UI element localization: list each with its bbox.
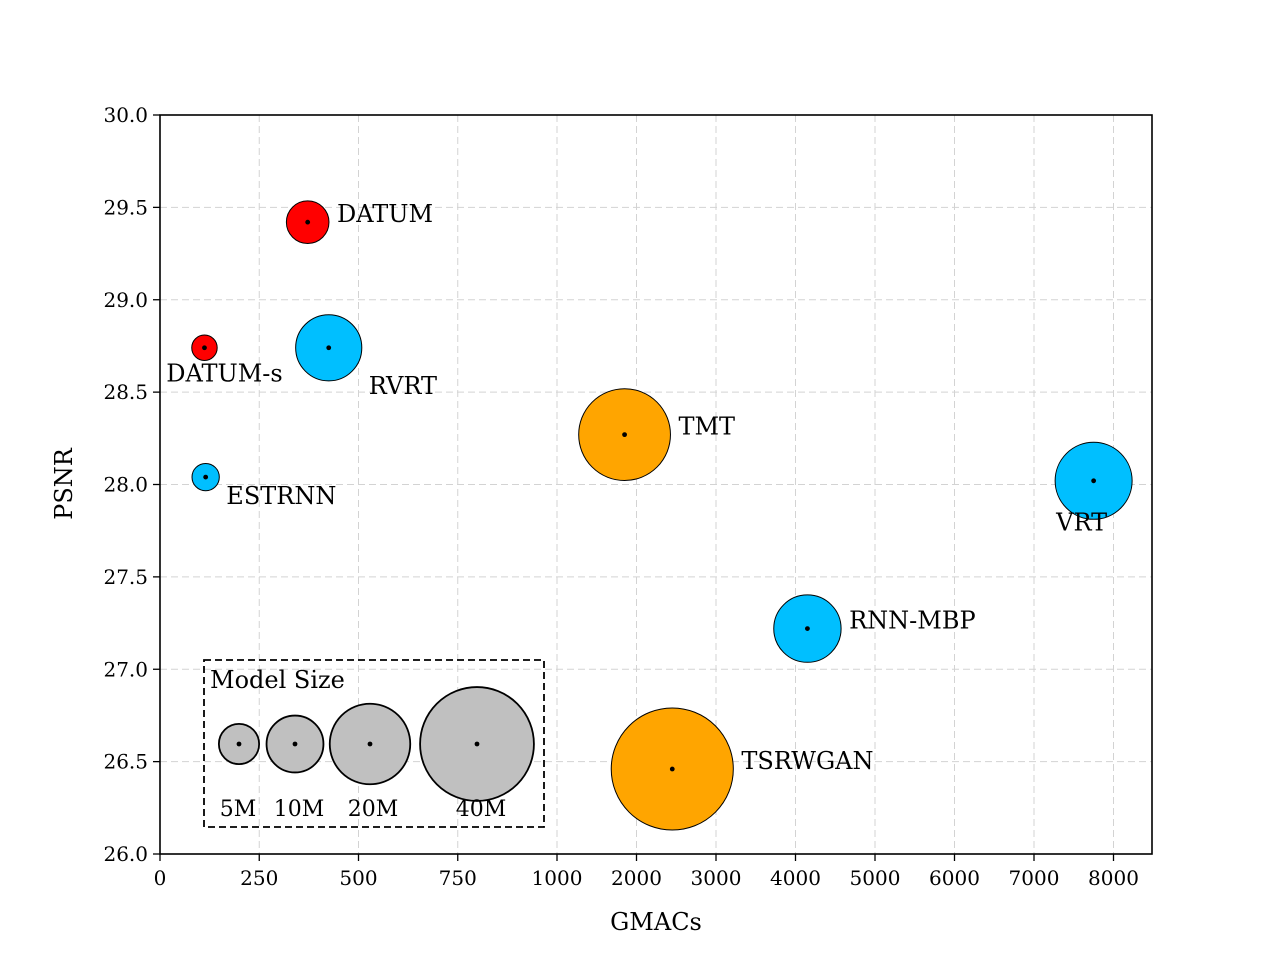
label-tsrwgan: TSRWGAN bbox=[741, 747, 873, 775]
label-rvrt: RVRT bbox=[369, 372, 437, 400]
x-tick-label: 2000 bbox=[611, 866, 662, 890]
size-legend-frame bbox=[203, 659, 545, 828]
size-legend-center-10m bbox=[292, 741, 298, 747]
y-tick-label: 27.5 bbox=[103, 565, 148, 589]
size-legend-label-10m: 10M bbox=[274, 797, 325, 822]
x-tick-label: 6000 bbox=[929, 866, 980, 890]
size-legend-center-40m bbox=[474, 741, 480, 747]
size-legend-center-20m bbox=[367, 741, 373, 747]
y-tick-label: 28.5 bbox=[103, 380, 148, 404]
x-tick-label: 500 bbox=[339, 866, 377, 890]
x-tick-label: 8000 bbox=[1088, 866, 1139, 890]
size-legend-label-20m: 20M bbox=[348, 797, 399, 822]
y-tick-label: 29.5 bbox=[103, 195, 148, 219]
x-tick-label: 1000 bbox=[532, 866, 583, 890]
size-legend: Model Size 5M 10M 20M 40M bbox=[203, 659, 545, 828]
x-tick-label: 4000 bbox=[770, 866, 821, 890]
bubble-center-rvrt bbox=[326, 345, 332, 351]
bubble-center-estrnn bbox=[203, 474, 209, 480]
label-tmt: TMT bbox=[678, 413, 735, 441]
y-tick-label: 26.5 bbox=[103, 750, 148, 774]
x-tick-label: 7000 bbox=[1009, 866, 1060, 890]
axes: 0 250 500 750 1000 2000 3000 4000 5000 6000 7000 80… bbox=[103, 103, 1138, 890]
size-legend-title: Model Size bbox=[210, 666, 345, 694]
label-datum: DATUM bbox=[337, 200, 433, 228]
bubble-center-tsrwgan bbox=[669, 766, 675, 772]
x-tick-label: 250 bbox=[240, 866, 278, 890]
bubble-center-rnn-mbp bbox=[805, 626, 810, 632]
y-tick-label: 29.0 bbox=[103, 288, 148, 312]
x-tick-label: 750 bbox=[439, 866, 477, 890]
y-tick-label: 26.0 bbox=[103, 842, 148, 866]
bubble-center-vrt bbox=[1091, 478, 1097, 484]
x-tick-label: 5000 bbox=[850, 866, 901, 890]
size-legend-label-40m: 40M bbox=[456, 797, 507, 822]
y-tick-label: 30.0 bbox=[103, 103, 148, 127]
x-tick-label: 3000 bbox=[691, 866, 742, 890]
x-axis-title: GMACs bbox=[610, 908, 702, 936]
size-legend-label-5m: 5M bbox=[220, 797, 257, 822]
y-tick-label: 27.0 bbox=[103, 657, 148, 681]
label-datum-s: DATUM-s bbox=[166, 360, 283, 388]
y-tick-label: 28.0 bbox=[103, 473, 148, 497]
size-legend-center-5m bbox=[236, 741, 242, 747]
label-vrt: VRT bbox=[1055, 508, 1107, 536]
label-estrnn: ESTRNN bbox=[226, 482, 336, 510]
x-tick-label: 0 bbox=[154, 866, 167, 890]
bubble-center-datum bbox=[305, 219, 311, 225]
bubble-center-tmt bbox=[622, 432, 627, 438]
bubble-center-datum-s bbox=[202, 345, 207, 351]
bubbles: DATUM DATUM-s RVRT ESTRNN TMT VRT RNN-MBP TSRWG… bbox=[166, 200, 1133, 831]
y-axis-title: PSNR bbox=[50, 447, 78, 520]
label-rnn-mbp: RNN-MBP bbox=[849, 607, 976, 635]
